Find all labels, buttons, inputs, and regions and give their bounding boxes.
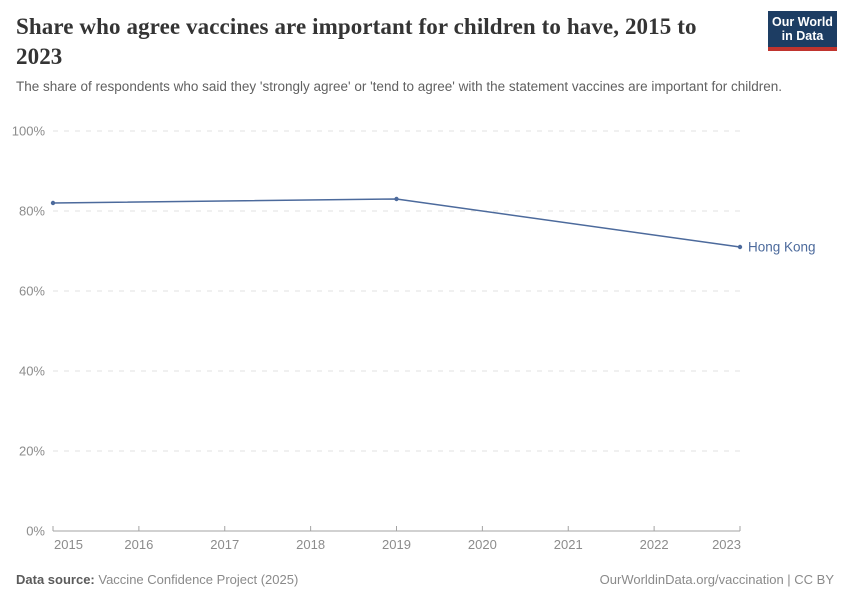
x-axis-label: 2020 bbox=[468, 537, 497, 552]
x-axis-label: 2021 bbox=[554, 537, 583, 552]
owid-logo[interactable]: Our World in Data bbox=[768, 11, 837, 51]
x-axis-label: 2022 bbox=[640, 537, 669, 552]
chart-footer: Data source: Vaccine Confidence Project … bbox=[0, 572, 850, 587]
logo-line2: in Data bbox=[781, 29, 824, 43]
y-axis-label: 40% bbox=[19, 364, 45, 379]
data-point[interactable] bbox=[394, 196, 399, 202]
y-axis-label: 0% bbox=[26, 524, 45, 539]
x-axis-label: 2018 bbox=[296, 537, 325, 552]
data-point[interactable] bbox=[737, 244, 743, 250]
chart-title: Share who agree vaccines are important f… bbox=[16, 14, 697, 69]
data-source-value: Vaccine Confidence Project (2025) bbox=[98, 572, 299, 587]
x-axis-label: 2023 bbox=[712, 537, 741, 552]
data-source-label: Data source: bbox=[16, 572, 95, 587]
y-axis-label: 100% bbox=[12, 124, 46, 139]
x-axis-label: 2016 bbox=[124, 537, 153, 552]
y-axis-label: 60% bbox=[19, 284, 45, 299]
x-axis-label: 2015 bbox=[54, 537, 83, 552]
logo-line1: Our World bbox=[772, 15, 833, 29]
y-axis-label: 20% bbox=[19, 444, 45, 459]
data-source: Data source: Vaccine Confidence Project … bbox=[16, 572, 298, 587]
chart-header: Share who agree vaccines are important f… bbox=[0, 0, 850, 97]
chart-subtitle: The share of respondents who said they '… bbox=[16, 79, 782, 94]
credit-link[interactable]: OurWorldinData.org/vaccination | CC BY bbox=[599, 572, 834, 587]
series-label-hong-kong[interactable]: Hong Kong bbox=[748, 240, 816, 255]
x-axis-label: 2017 bbox=[210, 537, 239, 552]
series-line-hong-kong[interactable] bbox=[52, 198, 741, 248]
logo-accent-bar bbox=[768, 47, 837, 51]
y-axis-label: 80% bbox=[19, 204, 45, 219]
x-axis-label: 2019 bbox=[382, 537, 411, 552]
data-point[interactable] bbox=[50, 200, 56, 206]
